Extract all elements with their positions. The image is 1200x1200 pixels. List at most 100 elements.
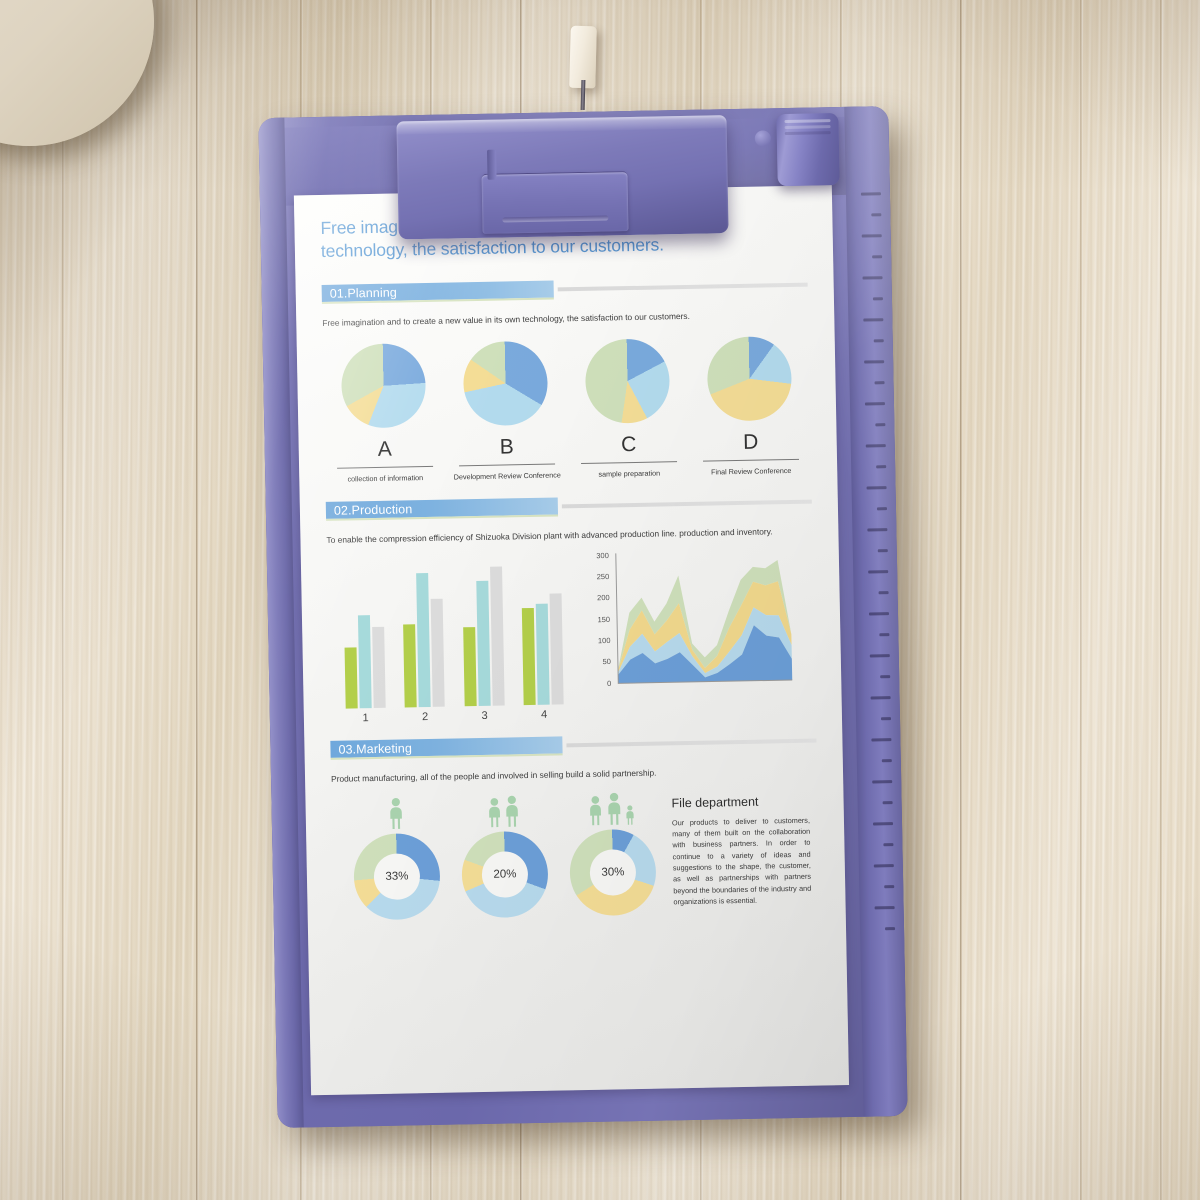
donut-chart: 30% (569, 828, 657, 917)
ruler-tick (880, 675, 891, 679)
ruler-tick (876, 507, 888, 511)
donut-center-label: 20% (481, 850, 529, 898)
grouped-bar-chart (327, 552, 580, 709)
file-department-title: File department (671, 794, 759, 811)
area-y-tick: 100 (597, 635, 611, 646)
section-label-production: 02.Production (333, 502, 413, 519)
bar-green (403, 623, 417, 708)
ruler-tick (873, 339, 884, 343)
bar-green (344, 647, 358, 709)
pie-chart-a (340, 342, 427, 429)
section-bar-marketing: 03.Marketing (330, 736, 563, 760)
ruler-tick (872, 255, 883, 259)
donut-chart-cell: 30% (563, 790, 661, 917)
wall-plank-seam (1160, 0, 1163, 1200)
people-icon-group (455, 792, 552, 828)
wall-hook-nail (580, 79, 586, 111)
file-department-block: File department Our products to deliver … (659, 787, 811, 914)
ruler-tick (860, 192, 881, 196)
bar-x-label: 1 (362, 711, 369, 724)
ruler-tick (871, 213, 882, 217)
printed-report-page: Free imagination and to create a new val… (293, 185, 850, 1096)
bar-gray (430, 598, 445, 707)
clip-hinge-notch (487, 149, 497, 180)
section-bar-planning: 01.Planning (321, 280, 554, 304)
people-icon-group (563, 790, 660, 826)
bar-teal (535, 603, 550, 705)
person-icon (590, 795, 602, 826)
ruler-tick (883, 843, 894, 847)
bar-group (521, 552, 564, 705)
area-band-green (618, 559, 792, 671)
area-y-tick: 250 (596, 571, 610, 582)
wall-hook (569, 25, 597, 89)
person-icon (506, 795, 519, 827)
section-header-production: 02.Production (325, 493, 812, 522)
clipboard-body: Free imagination and to create a new val… (258, 106, 908, 1128)
ruler-tick (873, 864, 894, 868)
file-department-body: Our products to deliver to customers, ma… (671, 815, 812, 907)
clipboard[interactable]: Free imagination and to create a new val… (258, 106, 908, 1128)
ruler-tick (866, 486, 887, 490)
pie-chart-divider (459, 463, 556, 467)
pie-chart-caption: collection of information (347, 472, 424, 484)
clip-press-tab[interactable] (481, 171, 629, 234)
ruler-tick (871, 738, 892, 742)
clip-spring-barrel[interactable] (776, 113, 840, 187)
pie-chart-divider (581, 460, 678, 464)
wall-plank-seam (62, 0, 65, 1200)
person-icon (626, 805, 634, 825)
section-label-marketing: 03.Marketing (338, 740, 413, 757)
ruler-tick (870, 696, 891, 700)
wall-plank-seam (196, 0, 199, 1200)
ruler-tick (876, 465, 887, 469)
area-axis (615, 552, 793, 684)
section-description-marketing: Product manufacturing, all of the people… (330, 767, 657, 784)
ruler-tick (880, 717, 892, 721)
donut-chart-cell: 20% (455, 792, 553, 919)
section-header-planning: 01.Planning (321, 275, 808, 304)
bar-green (462, 626, 477, 706)
bar-x-label: 3 (481, 709, 488, 722)
ruler-tick (884, 885, 895, 889)
bar-gray (549, 593, 564, 705)
pie-chart-letter: D (742, 430, 759, 454)
ruler-tick (885, 927, 896, 931)
ruler-tick (872, 822, 894, 826)
donut-chart: 33% (353, 832, 441, 921)
clipboard-clip[interactable] (396, 115, 729, 240)
section-header-marketing: 03.Marketing (330, 731, 817, 760)
pie-chart-cell: B Development Review Conference (449, 340, 564, 482)
bar-gray (371, 627, 386, 708)
pie-chart-d (706, 335, 793, 422)
stacked-area-chart: 0 50 100 150 200 250 300 (587, 547, 800, 703)
bar-teal (476, 581, 491, 706)
area-band-light-blue (618, 606, 792, 677)
area-band-yellow (618, 580, 792, 673)
ruler-tick (868, 612, 890, 616)
ruler-tick (874, 906, 895, 910)
pie-chart-divider (703, 458, 800, 462)
bar-group (402, 554, 445, 708)
pie-chart-letter: B (499, 434, 514, 459)
ruler-tick (864, 360, 885, 364)
donut-chart: 20% (461, 830, 549, 919)
area-y-tick: 50 (602, 657, 611, 667)
ruler-tick (872, 297, 883, 301)
ruler-tick (867, 528, 888, 532)
person-icon (389, 797, 402, 829)
area-chart-svg (615, 552, 793, 684)
area-y-tick: 150 (597, 614, 611, 624)
pie-chart-b (462, 340, 549, 426)
area-y-tick: 0 (607, 678, 612, 688)
bar-group (343, 555, 386, 709)
pie-chart-caption: Development Review Conference (453, 470, 561, 482)
ruler-tick (865, 444, 886, 448)
pie-chart-cell: D Final Review Conference (693, 335, 808, 477)
ruler-tick (877, 549, 888, 553)
pie-chart-caption: sample preparation (598, 468, 661, 479)
pie-chart-letter: A (377, 437, 392, 461)
production-charts: 1 2 3 4 0 50 100 150 200 250 300 (327, 547, 816, 724)
